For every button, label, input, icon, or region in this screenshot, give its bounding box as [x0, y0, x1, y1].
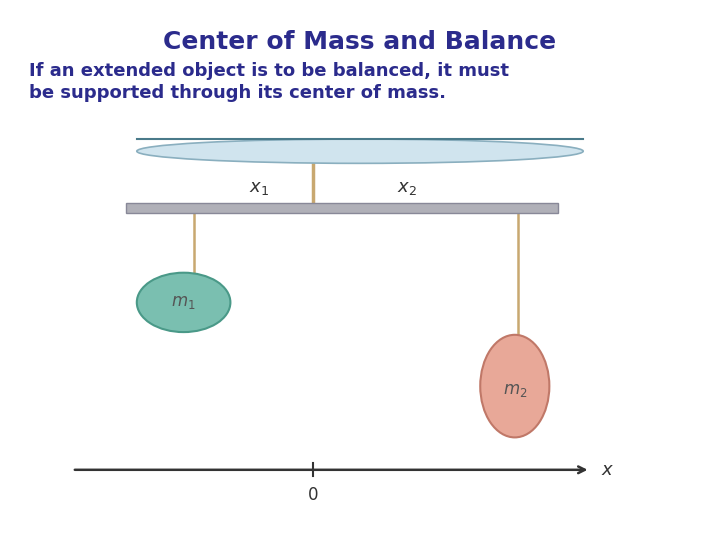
Text: $x_2$: $x_2$ — [397, 179, 417, 197]
Text: If an extended object is to be balanced, it must: If an extended object is to be balanced,… — [29, 62, 509, 80]
Ellipse shape — [480, 335, 549, 437]
Text: $m_2$: $m_2$ — [503, 381, 527, 400]
Text: 0: 0 — [308, 486, 318, 504]
FancyBboxPatch shape — [126, 203, 558, 213]
Text: $m_1$: $m_1$ — [171, 293, 196, 312]
Text: $x_1$: $x_1$ — [249, 179, 269, 197]
Text: $x$: $x$ — [601, 461, 614, 479]
Text: be supported through its center of mass.: be supported through its center of mass. — [29, 84, 446, 102]
Ellipse shape — [137, 273, 230, 332]
Text: Center of Mass and Balance: Center of Mass and Balance — [163, 30, 557, 53]
Ellipse shape — [137, 139, 583, 163]
